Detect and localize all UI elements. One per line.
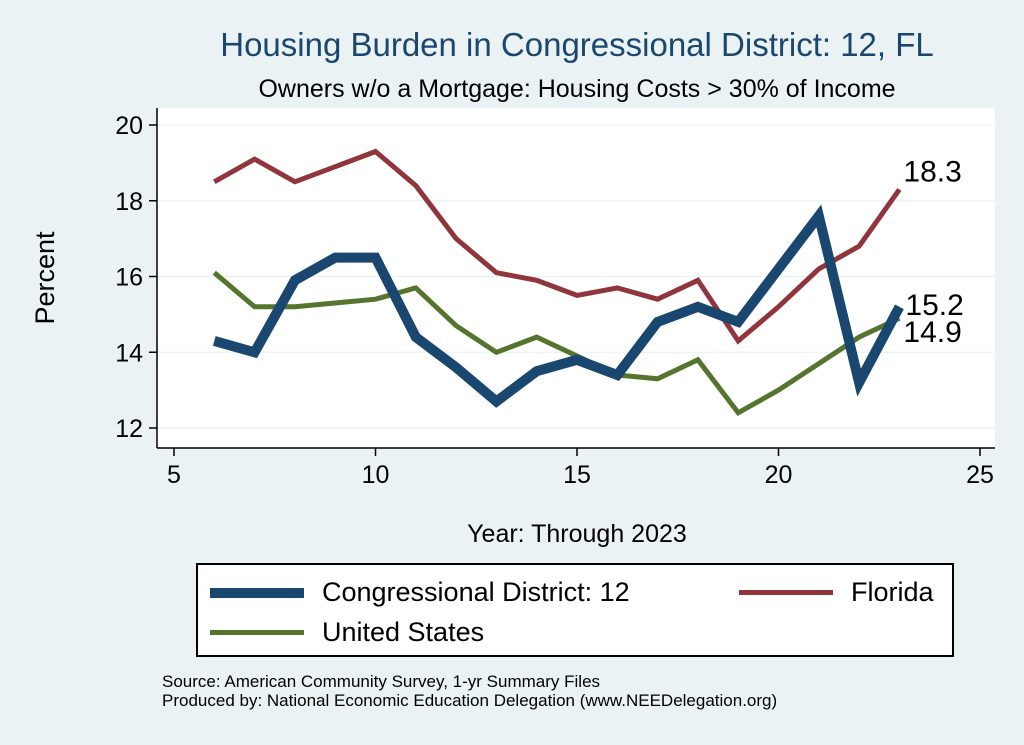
y-tick-label: 16 (115, 264, 143, 292)
legend-item-us: United States (210, 617, 484, 648)
line-chart: 12 14 16 18 20 5 10 15 20 25 15.2 18.3 14.9 Percen… (30, 108, 995, 548)
end-value-label: 15.2 (905, 289, 963, 322)
series-line (213, 148, 902, 345)
x-tick-label: 10 (362, 461, 390, 489)
x-tick-label: 20 (765, 461, 793, 489)
series-lines (212, 148, 904, 417)
x-tick-label: 25 (966, 461, 994, 489)
legend-item-district: Congressional District: 12 (210, 577, 630, 608)
y-axis-ticks: 12 14 16 18 20 (115, 112, 157, 443)
series-line (212, 270, 901, 417)
legend-label-florida: Florida (851, 577, 934, 607)
legend: Congressional District: 12 Florida Unite… (196, 563, 954, 657)
legend-swatch-us (210, 630, 304, 635)
y-tick-label: 14 (115, 339, 143, 367)
x-axis-ticks: 5 10 15 20 25 (167, 448, 994, 489)
legend-label-district: Congressional District: 12 (322, 577, 630, 607)
source-line: Source: American Community Survey, 1-yr … (162, 672, 601, 691)
y-axis-title: Percent (30, 231, 60, 325)
source-note: Source: American Community Survey, 1-yr … (162, 672, 777, 710)
x-tick-label: 5 (167, 461, 181, 489)
legend-label-us: United States (322, 617, 485, 647)
x-tick-label: 15 (563, 461, 591, 489)
y-tick-label: 20 (115, 112, 143, 140)
y-tick-label: 12 (115, 415, 143, 443)
legend-swatch-district (210, 587, 304, 598)
legend-item-florida: Florida (739, 577, 934, 608)
series-line (212, 204, 904, 408)
end-labels: 15.2 18.3 14.9 (903, 155, 963, 349)
legend-swatch-florida (739, 590, 833, 595)
chart-title: Housing Burden in Congressional District… (220, 26, 934, 63)
end-value-label: 14.9 (903, 316, 961, 349)
x-axis-title: Year: Through 2023 (467, 520, 687, 548)
y-tick-label: 18 (115, 188, 143, 216)
chart-subtitle: Owners w/o a Mortgage: Housing Costs > 3… (258, 75, 896, 103)
producer-line: Produced by: National Economic Education… (162, 691, 778, 710)
plot-area (157, 108, 995, 448)
end-value-label: 18.3 (903, 155, 961, 188)
